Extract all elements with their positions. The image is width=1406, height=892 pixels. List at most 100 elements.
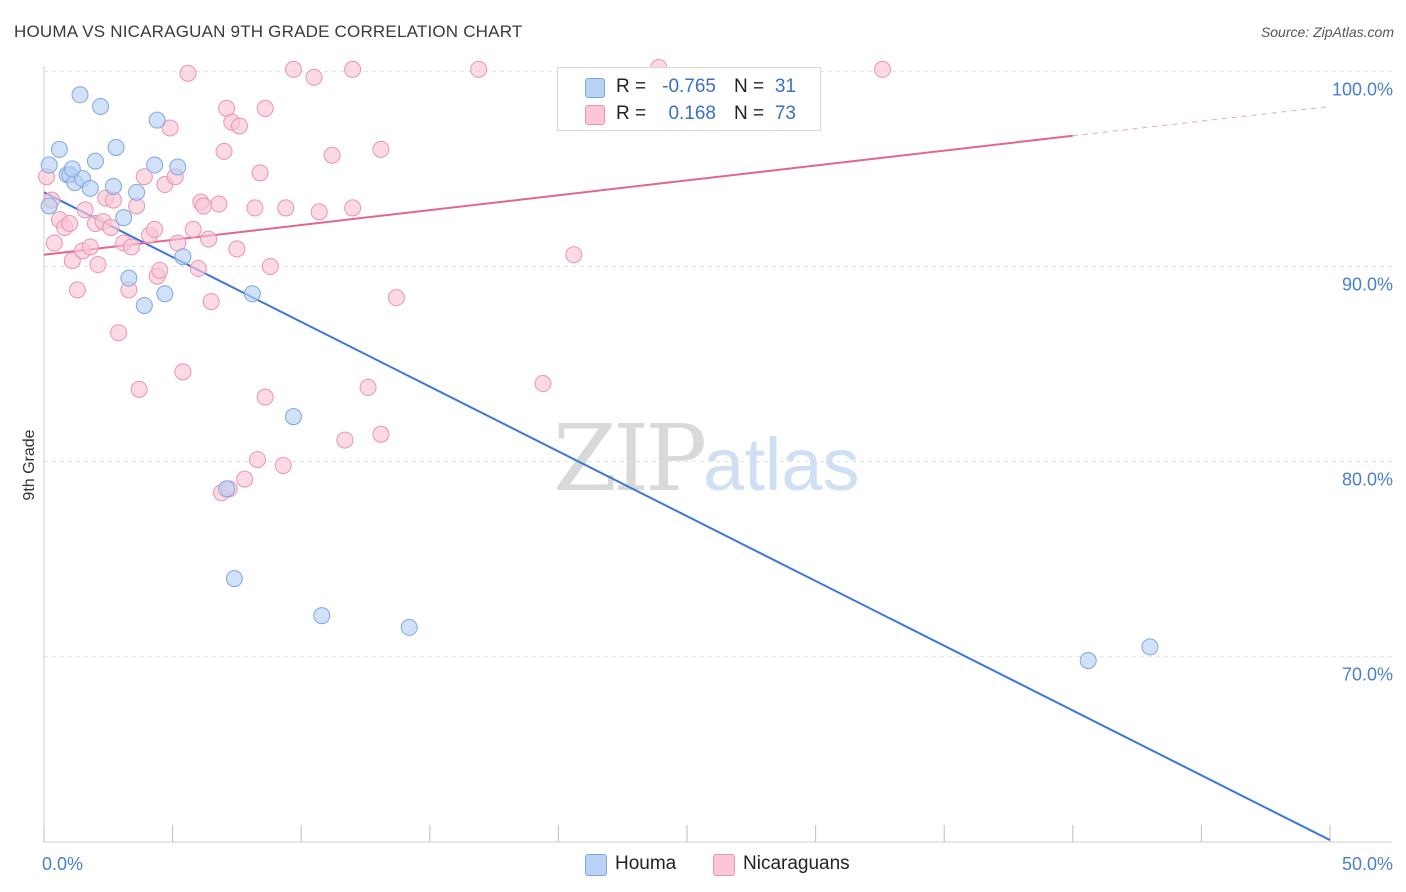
data-point-nicaraguans	[215, 142, 233, 160]
data-point-nicaraguans	[68, 281, 86, 299]
n-value: 31	[774, 76, 796, 97]
data-point-houma	[400, 618, 418, 636]
data-point-houma	[120, 269, 138, 287]
houma-legend-swatch	[585, 854, 607, 876]
data-point-houma	[218, 480, 236, 498]
data-point-houma	[174, 248, 192, 266]
data-point-nicaraguans	[184, 220, 202, 238]
data-point-nicaraguans	[336, 431, 354, 449]
r-label: R =	[616, 76, 647, 97]
data-point-houma	[40, 197, 58, 215]
data-point-nicaraguans	[344, 199, 362, 217]
data-point-nicaraguans	[110, 324, 128, 342]
data-point-nicaraguans	[61, 215, 79, 233]
data-point-nicaraguans	[534, 375, 552, 393]
r-value: 0.168	[668, 103, 716, 124]
tick-labels: 100.0% 90.0% 80.0% 70.0% 0.0% 50.0%	[42, 79, 1393, 874]
source-label: Source: ZipAtlas.com	[1260, 24, 1394, 40]
y-axis-label: 9th Grade	[21, 429, 38, 500]
data-point-houma	[169, 158, 187, 176]
data-point-houma	[243, 285, 261, 303]
n-value: 73	[774, 103, 796, 124]
data-point-nicaraguans	[344, 60, 362, 78]
data-point-nicaraguans	[310, 203, 328, 221]
houma-swatch	[585, 78, 605, 98]
data-point-nicaraguans	[261, 257, 279, 275]
data-point-nicaraguans	[174, 363, 192, 381]
data-point-nicaraguans	[194, 197, 212, 215]
trend-line-houma	[43, 191, 1331, 841]
data-point-houma	[1141, 638, 1159, 656]
data-point-nicaraguans	[89, 256, 107, 274]
data-point-houma	[115, 209, 133, 227]
data-point-nicaraguans	[873, 60, 891, 78]
legend-label: Nicaraguans	[743, 853, 850, 874]
data-point-nicaraguans	[387, 289, 405, 307]
data-point-nicaraguans	[246, 199, 264, 217]
y-tick-label: 100.0%	[1332, 79, 1393, 99]
data-point-houma	[148, 111, 166, 129]
data-point-nicaraguans	[470, 60, 488, 78]
r-label: R =	[616, 103, 647, 124]
data-point-houma	[135, 296, 153, 314]
stats-legend: R = -0.765 N = 31 R = 0.168 N = 73	[557, 67, 821, 131]
data-point-houma	[1079, 652, 1097, 670]
data-point-houma	[71, 86, 89, 104]
data-point-houma	[284, 408, 302, 426]
data-point-nicaraguans	[146, 220, 164, 238]
data-point-nicaraguans	[102, 218, 120, 236]
data-point-houma	[92, 97, 110, 115]
data-point-nicaraguans	[284, 60, 302, 78]
nicaraguans-swatch	[585, 105, 605, 125]
data-point-nicaraguans	[81, 238, 99, 256]
trend-lines	[43, 105, 1331, 841]
data-point-houma	[81, 179, 99, 197]
data-point-nicaraguans	[372, 140, 390, 158]
data-point-nicaraguans	[122, 238, 140, 256]
watermark: ZIPatlas	[553, 405, 859, 512]
stats-row-nicaraguans: R = 0.168 N = 73	[558, 100, 820, 128]
data-point-nicaraguans	[179, 64, 197, 82]
data-point-houma	[63, 160, 81, 178]
data-point-houma	[225, 570, 243, 588]
y-tick-label: 90.0%	[1342, 274, 1393, 294]
n-label: N =	[734, 76, 765, 97]
data-point-nicaraguans	[565, 246, 583, 264]
data-point-nicaraguans	[248, 451, 266, 469]
data-point-nicaraguans	[161, 119, 179, 137]
stats-row-houma: R = -0.765 N = 31	[558, 73, 820, 101]
data-point-nicaraguans	[200, 230, 218, 248]
data-point-nicaraguans	[251, 164, 269, 182]
data-point-nicaraguans	[76, 201, 94, 219]
data-point-nicaraguans	[228, 240, 246, 258]
data-point-houma	[50, 140, 68, 158]
data-point-nicaraguans	[359, 378, 377, 396]
data-points	[38, 58, 1159, 670]
data-point-nicaraguans	[323, 146, 341, 164]
chart-title: HOUMA VS NICARAGUAN 9TH GRADE CORRELATIO…	[14, 22, 523, 41]
data-point-nicaraguans	[372, 425, 390, 443]
axes	[43, 66, 1392, 843]
nicaraguans-legend-swatch	[713, 854, 735, 876]
data-point-houma	[128, 183, 146, 201]
watermark-atlas: atlas	[703, 423, 860, 506]
data-point-houma	[107, 138, 125, 156]
data-point-nicaraguans	[236, 470, 254, 488]
n-label: N =	[734, 103, 765, 124]
gridlines	[44, 70, 1392, 658]
data-point-nicaraguans	[210, 195, 228, 213]
data-point-nicaraguans	[63, 252, 81, 270]
data-point-houma	[313, 607, 331, 625]
watermark-zip: ZIP	[553, 405, 707, 512]
data-point-nicaraguans	[305, 68, 323, 86]
data-point-nicaraguans	[230, 117, 248, 135]
x-tick-label: 0.0%	[42, 854, 83, 874]
data-point-houma	[156, 285, 174, 303]
data-point-nicaraguans	[151, 261, 169, 279]
data-point-nicaraguans	[189, 259, 207, 277]
x-tick-label: 50.0%	[1342, 854, 1393, 874]
y-tick-label: 80.0%	[1342, 470, 1393, 490]
data-point-nicaraguans	[135, 168, 153, 186]
data-point-nicaraguans	[277, 199, 295, 217]
